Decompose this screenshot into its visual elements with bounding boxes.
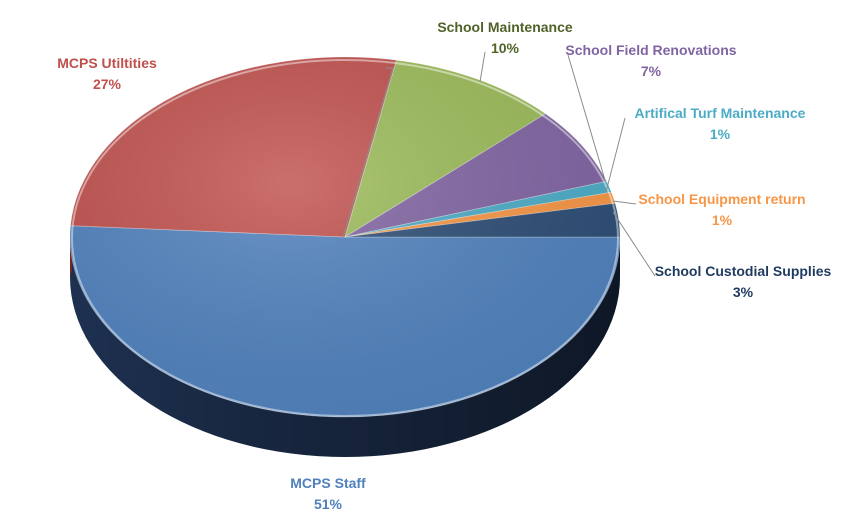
leader-line-school-maintenance: [479, 51, 486, 83]
slice-percent-artifical-turf-maintenance: 1%: [710, 126, 731, 142]
pie-side-shade: [70, 237, 620, 457]
slice-label-school-equipment-return: School Equipment return: [638, 191, 805, 207]
slice-percent-mcps-staff: 51%: [314, 496, 343, 512]
slice-labels: MCPS Staff 51% MCPS Utiltities 27% School Ma…: [57, 19, 831, 512]
leader-line-mcps-utiltities: [342, 67, 394, 238]
pie-top-shine: [70, 57, 620, 417]
leader-lines: [342, 51, 656, 277]
slice-label-school-field-renovations: School Field Renovations: [565, 42, 736, 58]
slice-percent-school-custodial-supplies: 3%: [733, 284, 754, 300]
slice-label-artifical-turf-maintenance: Artifical Turf Maintenance: [635, 105, 806, 121]
leader-line-school-field-renovations: [567, 54, 606, 181]
slice-label-mcps-utiltities: MCPS Utiltities: [57, 55, 157, 71]
slice-percent-school-maintenance: 10%: [491, 40, 520, 56]
slice-percent-mcps-utiltities: 27%: [93, 76, 122, 92]
slice-percent-school-equipment-return: 1%: [712, 212, 733, 228]
leader-line-school-equipment-return: [612, 200, 637, 205]
slice-percent-school-field-renovations: 7%: [641, 63, 662, 79]
slice-label-school-maintenance: School Maintenance: [437, 19, 573, 35]
leader-line-artifical-turf-maintenance: [605, 117, 626, 193]
slice-label-school-custodial-supplies: School Custodial Supplies: [655, 263, 832, 279]
slice-label-mcps-staff: MCPS Staff: [290, 475, 366, 491]
leader-line-school-custodial-supplies: [612, 211, 656, 277]
pie-rim-highlight: [71, 59, 619, 417]
pie-top: [69, 56, 621, 418]
